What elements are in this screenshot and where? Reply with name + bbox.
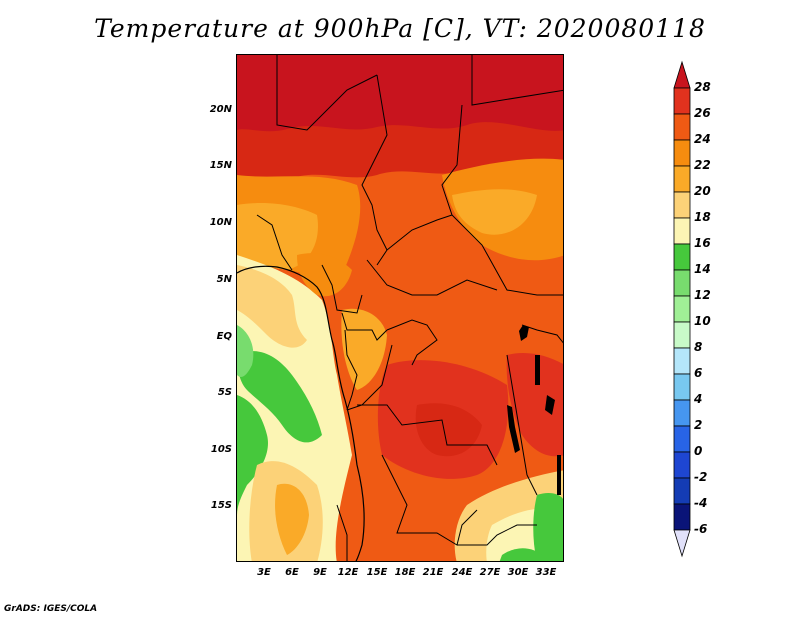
colorbar-top-arrow [673, 60, 691, 89]
colorbar-level-label: -4 [694, 496, 708, 510]
colorbar-band [673, 477, 691, 505]
lon-label-18e: 18E [394, 567, 416, 578]
temperature-map [236, 54, 564, 562]
colorbar-level-label: 16 [694, 236, 711, 250]
colorbar-band [673, 217, 691, 245]
colorbar-level-label: 10 [694, 314, 711, 328]
colorbar-level-label: 22 [694, 158, 711, 172]
lon-label-6e: 6E [285, 567, 299, 578]
lat-label-20n: 20N [209, 104, 232, 115]
lon-label-12e: 12E [337, 567, 359, 578]
colorbar-band [673, 451, 691, 479]
lon-label-21e: 21E [422, 567, 444, 578]
colorbar-band [673, 425, 691, 453]
colorbar-band [673, 269, 691, 297]
colorbar-level-label: 18 [694, 210, 711, 224]
lat-label-eq: EQ [216, 331, 232, 342]
colorbar-level-label: 24 [694, 132, 711, 146]
colorbar-level-label: 14 [694, 262, 711, 276]
colorbar-level-label: 8 [694, 340, 703, 354]
colorbar-level-label: 4 [694, 392, 703, 406]
colorbar-band [673, 321, 691, 349]
lat-label-5n: 5N [216, 274, 232, 285]
colorbar-band [673, 191, 691, 219]
colorbar-band [673, 139, 691, 167]
colorbar-band [673, 373, 691, 401]
lat-label-15s: 15S [210, 500, 232, 511]
colorbar-band [673, 87, 691, 115]
lon-label-15e: 15E [366, 567, 388, 578]
lat-label-10n: 10N [209, 217, 232, 228]
lat-label-5s: 5S [217, 387, 232, 398]
lon-label-24e: 24E [451, 567, 473, 578]
colorbar-level-label: -6 [694, 522, 708, 536]
map-field [237, 55, 563, 561]
colorbar-band [673, 113, 691, 141]
colorbar-level-label: 12 [694, 288, 711, 302]
colorbar-level-label: 20 [694, 184, 711, 198]
lat-label-15n: 15N [209, 160, 232, 171]
colorbar-band [673, 347, 691, 375]
footer-credit: GrADS: IGES/COLA [4, 604, 98, 614]
colorbar-band [673, 503, 691, 531]
lon-label-27e: 27E [479, 567, 501, 578]
lon-label-9e: 9E [313, 567, 327, 578]
lat-label-10s: 10S [210, 444, 232, 455]
colorbar-band [673, 165, 691, 193]
colorbar-level-label: 2 [694, 418, 703, 432]
lon-label-3e: 3E [257, 567, 271, 578]
colorbar-level-label: 6 [694, 366, 703, 380]
colorbar-level-label: 26 [694, 106, 711, 120]
colorbar-band [673, 243, 691, 271]
lon-label-33e: 33E [535, 567, 557, 578]
colorbar-level-label: -2 [694, 470, 708, 484]
colorbar-band [673, 399, 691, 427]
colorbar-level-label: 28 [694, 80, 711, 94]
colorbar-bottom-arrow [673, 529, 691, 558]
colorbar [673, 60, 691, 558]
lon-label-30e: 30E [507, 567, 529, 578]
map-title: Temperature at 900hPa [C], VT: 202008011… [94, 14, 706, 43]
colorbar-band [673, 295, 691, 323]
colorbar-level-label: 0 [694, 444, 703, 458]
